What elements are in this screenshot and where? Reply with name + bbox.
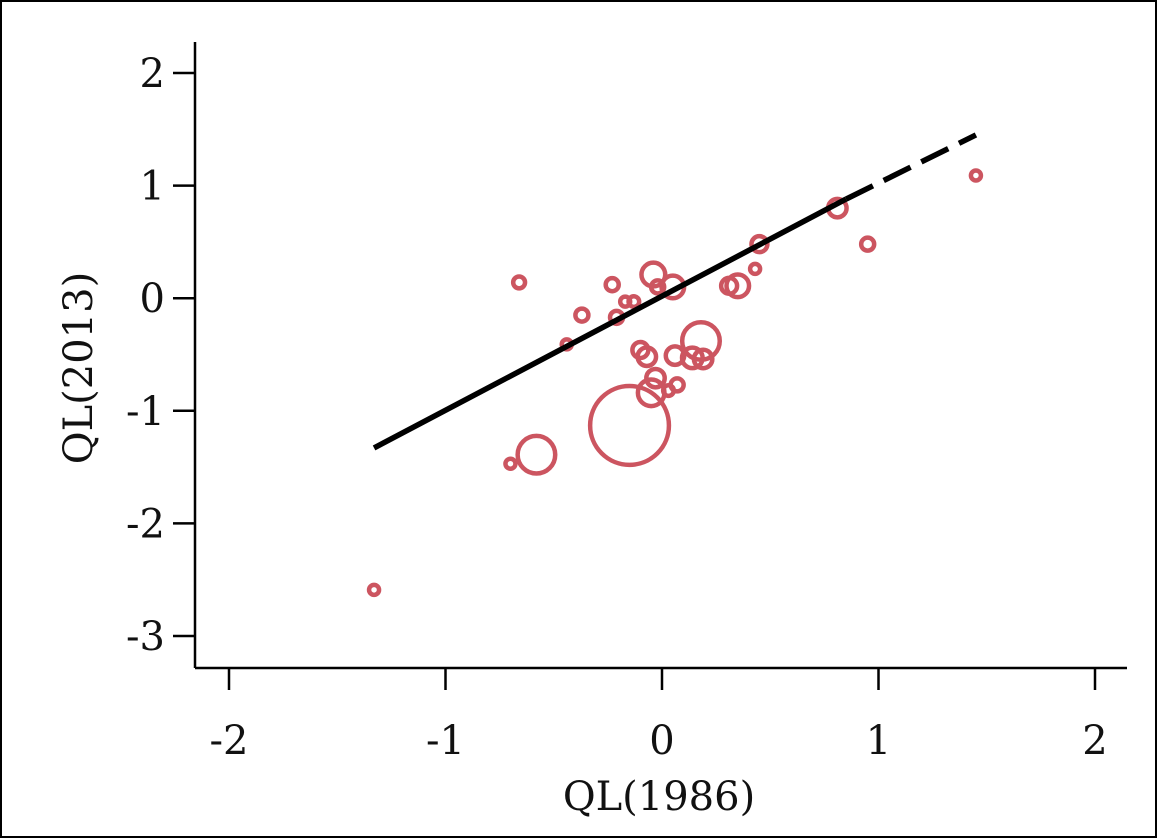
data-point (660, 382, 677, 399)
y-tick-label: -3 (126, 614, 165, 660)
data-point (617, 294, 633, 309)
data-point (718, 275, 740, 297)
x-tick-label: 2 (1082, 718, 1107, 764)
y-tick-label: -1 (126, 389, 165, 435)
fit-line-solid (372, 196, 848, 451)
y-tick-label: 2 (140, 51, 165, 97)
data-point (691, 347, 715, 371)
y-axis-title: QL(2013) (56, 272, 102, 464)
data-point (858, 235, 877, 253)
data-point (515, 433, 558, 476)
axes (193, 42, 1127, 670)
x-axis-title: QL(1986) (563, 774, 755, 820)
x-tick-label: 0 (649, 718, 674, 764)
data-point (630, 339, 651, 361)
data-point (603, 275, 621, 294)
data-points (366, 168, 984, 598)
y-tick-label: 0 (140, 276, 165, 322)
y-ticks: -3 -2 -1 0 1 2 (126, 51, 195, 660)
x-tick-label: -1 (426, 718, 465, 764)
data-point (510, 274, 528, 291)
data-point (747, 261, 763, 277)
data-point (644, 366, 667, 390)
data-point (968, 168, 984, 183)
y-tick-label: 1 (140, 164, 165, 210)
x-tick-label: 1 (866, 718, 891, 764)
data-point (366, 582, 382, 598)
data-point (503, 456, 518, 471)
data-point (663, 344, 687, 368)
data-point (573, 306, 591, 324)
y-tick-label: -2 (126, 501, 165, 547)
data-point (749, 233, 770, 255)
x-tick-label: -2 (210, 718, 249, 764)
data-point (724, 272, 752, 300)
data-point (587, 383, 672, 468)
data-point (648, 278, 667, 296)
x-ticks: -2 -1 0 1 2 (210, 668, 1108, 764)
fit-line (372, 132, 978, 451)
fit-line-dashed (844, 132, 978, 202)
